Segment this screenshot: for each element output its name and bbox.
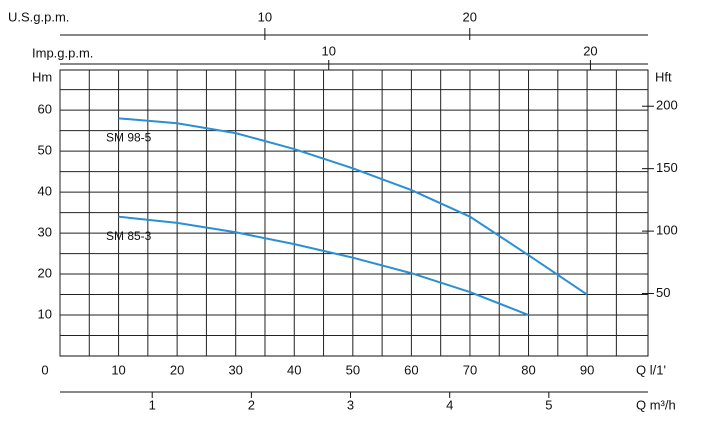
x-tick-label: 90	[580, 362, 594, 377]
x2-tick-label: 10	[258, 9, 272, 24]
x-tick-label: 80	[521, 362, 535, 377]
x-tick-label: 10	[111, 362, 125, 377]
x-tick-label: 30	[228, 362, 242, 377]
x3-label: Imp.g.p.m.	[32, 45, 93, 60]
x-tick-label: 70	[463, 362, 477, 377]
x4-tick-label: 2	[248, 397, 255, 412]
x4-label: Q m³/h	[636, 397, 676, 412]
x-tick-label: 0	[41, 362, 48, 377]
y2-label: Hft	[655, 69, 672, 84]
y-tick-label: 60	[38, 102, 52, 117]
x2-label: U.S.g.p.m.	[8, 9, 69, 24]
x2-tick-label: 20	[463, 9, 477, 24]
x4-tick-label: 4	[446, 397, 453, 412]
y-label: Hm	[32, 69, 52, 84]
y-tick-label: 30	[38, 225, 52, 240]
series-line	[118, 215, 529, 316]
x3-tick-label: 10	[322, 43, 336, 58]
y2-tick-label: 200	[656, 98, 678, 113]
y-tick-label: 50	[38, 143, 52, 158]
x-label: Q l/1'	[636, 362, 666, 377]
y-tick-label: 20	[38, 265, 52, 280]
x-tick-label: 40	[287, 362, 301, 377]
series-label: SM 98-5	[106, 131, 152, 145]
x-tick-label: 20	[170, 362, 184, 377]
y-tick-label: 10	[38, 306, 52, 321]
x-tick-label: 60	[404, 362, 418, 377]
series-line	[118, 117, 588, 296]
y-tick-label: 40	[38, 184, 52, 199]
x3-tick-label: 20	[583, 43, 597, 58]
y2-tick-label: 150	[656, 160, 678, 175]
x4-tick-label: 1	[149, 397, 156, 412]
series-label: SM 85-3	[106, 229, 152, 243]
x4-tick-label: 3	[347, 397, 354, 412]
y2-tick-label: 50	[656, 285, 670, 300]
x-tick-label: 50	[346, 362, 360, 377]
x4-tick-label: 5	[545, 397, 552, 412]
y2-tick-label: 100	[656, 223, 678, 238]
